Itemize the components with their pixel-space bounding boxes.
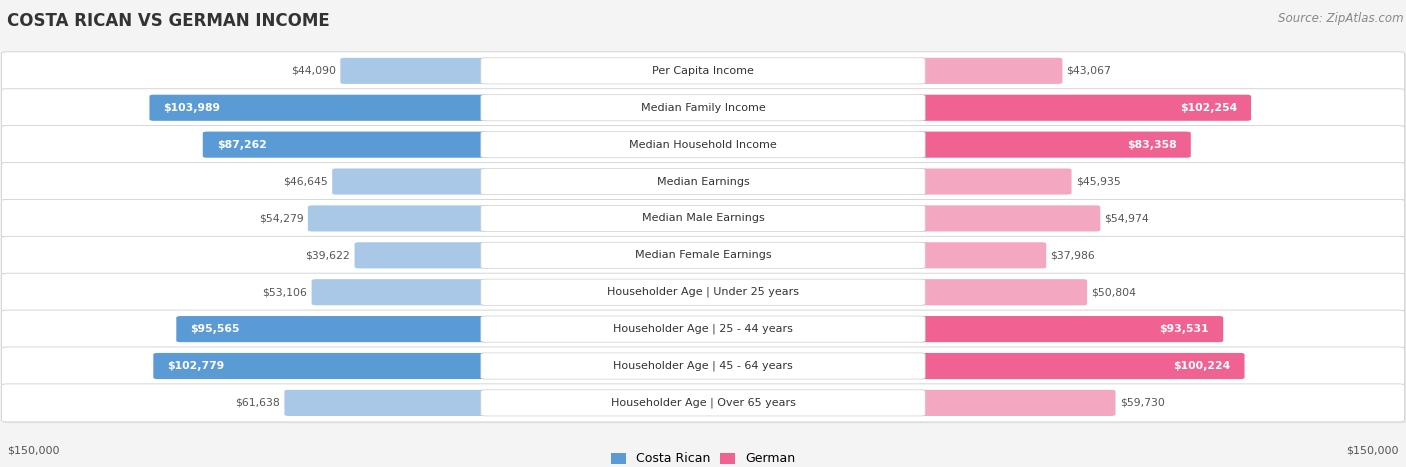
FancyBboxPatch shape (481, 132, 925, 158)
Text: $45,935: $45,935 (1076, 177, 1121, 186)
Text: Householder Age | Over 65 years: Householder Age | Over 65 years (610, 397, 796, 408)
FancyBboxPatch shape (176, 316, 489, 342)
FancyBboxPatch shape (917, 132, 1191, 158)
FancyBboxPatch shape (1, 384, 1405, 422)
FancyBboxPatch shape (917, 353, 1244, 379)
FancyBboxPatch shape (1, 126, 1405, 163)
FancyBboxPatch shape (4, 127, 1406, 165)
Text: Source: ZipAtlas.com: Source: ZipAtlas.com (1278, 12, 1403, 25)
Text: $54,974: $54,974 (1105, 213, 1149, 223)
FancyBboxPatch shape (1, 347, 1405, 385)
FancyBboxPatch shape (4, 275, 1406, 312)
FancyBboxPatch shape (917, 390, 1115, 416)
FancyBboxPatch shape (332, 169, 489, 195)
FancyBboxPatch shape (4, 164, 1406, 202)
FancyBboxPatch shape (481, 279, 925, 305)
FancyBboxPatch shape (481, 58, 925, 84)
FancyBboxPatch shape (4, 385, 1406, 423)
Text: $50,804: $50,804 (1091, 287, 1136, 297)
FancyBboxPatch shape (917, 95, 1251, 121)
Text: $53,106: $53,106 (263, 287, 308, 297)
Legend: Costa Rican, German: Costa Rican, German (610, 453, 796, 466)
Text: $93,531: $93,531 (1160, 324, 1209, 334)
FancyBboxPatch shape (481, 169, 925, 195)
FancyBboxPatch shape (149, 95, 489, 121)
FancyBboxPatch shape (312, 279, 489, 305)
Text: $150,000: $150,000 (1347, 446, 1399, 455)
Text: $44,090: $44,090 (291, 66, 336, 76)
FancyBboxPatch shape (153, 353, 489, 379)
Text: Householder Age | 25 - 44 years: Householder Age | 25 - 44 years (613, 324, 793, 334)
FancyBboxPatch shape (1, 199, 1405, 237)
FancyBboxPatch shape (1, 273, 1405, 311)
FancyBboxPatch shape (1, 236, 1405, 274)
FancyBboxPatch shape (1, 52, 1405, 90)
Text: Householder Age | Under 25 years: Householder Age | Under 25 years (607, 287, 799, 297)
Text: Median Family Income: Median Family Income (641, 103, 765, 113)
Text: $46,645: $46,645 (283, 177, 328, 186)
Text: Householder Age | 45 - 64 years: Householder Age | 45 - 64 years (613, 361, 793, 371)
Text: $150,000: $150,000 (7, 446, 59, 455)
Text: $59,730: $59,730 (1119, 398, 1164, 408)
FancyBboxPatch shape (1, 163, 1405, 200)
FancyBboxPatch shape (917, 205, 1101, 232)
FancyBboxPatch shape (4, 348, 1406, 386)
FancyBboxPatch shape (1, 310, 1405, 348)
Text: Median Earnings: Median Earnings (657, 177, 749, 186)
FancyBboxPatch shape (917, 242, 1046, 269)
Text: Median Female Earnings: Median Female Earnings (634, 250, 772, 260)
FancyBboxPatch shape (917, 169, 1071, 195)
FancyBboxPatch shape (4, 311, 1406, 349)
Text: $37,986: $37,986 (1050, 250, 1095, 260)
Text: $87,262: $87,262 (217, 140, 267, 149)
FancyBboxPatch shape (481, 205, 925, 232)
Text: $95,565: $95,565 (190, 324, 240, 334)
Text: $39,622: $39,622 (305, 250, 350, 260)
Text: Median Household Income: Median Household Income (628, 140, 778, 149)
Text: $102,254: $102,254 (1180, 103, 1237, 113)
FancyBboxPatch shape (917, 58, 1063, 84)
FancyBboxPatch shape (202, 132, 489, 158)
Text: Median Male Earnings: Median Male Earnings (641, 213, 765, 223)
Text: $54,279: $54,279 (259, 213, 304, 223)
FancyBboxPatch shape (481, 390, 925, 416)
Text: $100,224: $100,224 (1173, 361, 1230, 371)
Text: $61,638: $61,638 (235, 398, 280, 408)
FancyBboxPatch shape (481, 242, 925, 269)
FancyBboxPatch shape (917, 316, 1223, 342)
Text: COSTA RICAN VS GERMAN INCOME: COSTA RICAN VS GERMAN INCOME (7, 12, 330, 30)
Text: $83,358: $83,358 (1128, 140, 1177, 149)
FancyBboxPatch shape (4, 90, 1406, 128)
FancyBboxPatch shape (1, 89, 1405, 127)
FancyBboxPatch shape (340, 58, 489, 84)
FancyBboxPatch shape (4, 201, 1406, 239)
Text: $43,067: $43,067 (1067, 66, 1112, 76)
FancyBboxPatch shape (481, 95, 925, 121)
FancyBboxPatch shape (354, 242, 489, 269)
FancyBboxPatch shape (4, 238, 1406, 276)
Text: $103,989: $103,989 (163, 103, 221, 113)
FancyBboxPatch shape (308, 205, 489, 232)
FancyBboxPatch shape (917, 279, 1087, 305)
FancyBboxPatch shape (4, 53, 1406, 91)
FancyBboxPatch shape (481, 316, 925, 342)
Text: Per Capita Income: Per Capita Income (652, 66, 754, 76)
FancyBboxPatch shape (284, 390, 489, 416)
Text: $102,779: $102,779 (167, 361, 225, 371)
FancyBboxPatch shape (481, 353, 925, 379)
